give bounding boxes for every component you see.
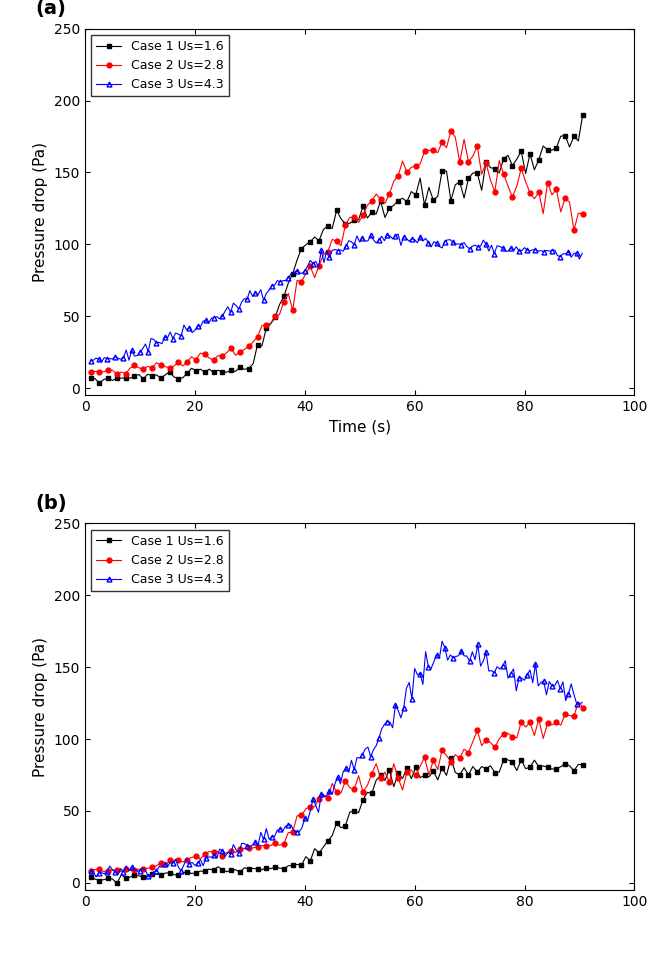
Case 2 Us=2.8 [117, 866, 125, 878]
Text: (a): (a) [35, 0, 67, 18]
Legend: Case 1 Us=1.6, Case 2 Us=2.8, Case 3 Us=4.3: Case 1 Us=1.6, Case 2 Us=2.8, Case 3 Us=… [92, 530, 229, 591]
Case 2 Us=2.8 [249, 842, 257, 854]
Case 3 Us=4.3 [86, 865, 94, 877]
Line: Case 1 Us=1.6: Case 1 Us=1.6 [88, 756, 585, 886]
Case 2 Us=2.8 [104, 865, 112, 877]
Case 1 Us=1.6 [109, 375, 116, 387]
Case 2 Us=2.8 [579, 701, 587, 713]
Case 3 Us=4.3 [578, 248, 586, 259]
Case 1 Us=1.6 [500, 153, 508, 165]
Line: Case 2 Us=2.8: Case 2 Us=2.8 [88, 700, 585, 874]
Case 3 Us=4.3 [529, 677, 537, 688]
Case 2 Us=2.8 [104, 365, 112, 376]
Case 3 Us=4.3 [567, 679, 575, 690]
Line: Case 2 Us=2.8: Case 2 Us=2.8 [88, 129, 585, 377]
Case 1 Us=1.6 [447, 752, 455, 764]
Case 3 Us=4.3 [529, 244, 537, 256]
Case 1 Us=1.6 [86, 372, 94, 384]
Line: Case 3 Us=4.3: Case 3 Us=4.3 [88, 639, 585, 879]
Line: Case 3 Us=4.3: Case 3 Us=4.3 [88, 232, 585, 365]
Case 3 Us=4.3 [95, 867, 103, 879]
Case 2 Us=2.8 [504, 181, 512, 192]
Case 2 Us=2.8 [100, 366, 108, 377]
Case 1 Us=1.6 [249, 862, 257, 874]
Case 2 Us=2.8 [86, 367, 94, 378]
Case 3 Us=4.3 [438, 635, 446, 647]
Case 1 Us=1.6 [553, 764, 560, 775]
Case 2 Us=2.8 [574, 696, 582, 707]
Case 2 Us=2.8 [500, 728, 508, 740]
Y-axis label: Pressure drop (Pa): Pressure drop (Pa) [33, 636, 48, 777]
Case 3 Us=4.3 [145, 871, 152, 882]
Case 3 Us=4.3 [276, 823, 284, 835]
Case 1 Us=1.6 [548, 145, 556, 156]
Case 2 Us=2.8 [113, 368, 121, 380]
Case 1 Us=1.6 [249, 358, 257, 369]
Case 3 Us=4.3 [394, 229, 402, 240]
Case 2 Us=2.8 [553, 184, 560, 195]
X-axis label: Time (s): Time (s) [329, 419, 390, 434]
Case 3 Us=4.3 [567, 252, 575, 263]
Case 2 Us=2.8 [460, 744, 468, 755]
Case 1 Us=1.6 [113, 878, 121, 889]
Y-axis label: Pressure drop (Pa): Pressure drop (Pa) [33, 142, 48, 282]
Case 3 Us=4.3 [95, 354, 103, 366]
Case 1 Us=1.6 [579, 109, 587, 121]
Case 2 Us=2.8 [579, 208, 587, 219]
Case 3 Us=4.3 [147, 872, 155, 883]
Case 1 Us=1.6 [579, 759, 587, 770]
Case 3 Us=4.3 [147, 333, 155, 345]
Line: Case 1 Us=1.6: Case 1 Us=1.6 [88, 112, 585, 386]
Case 1 Us=1.6 [100, 874, 108, 885]
Text: (b): (b) [35, 494, 67, 513]
Case 3 Us=4.3 [276, 276, 284, 287]
Case 2 Us=2.8 [100, 866, 108, 878]
Case 2 Us=2.8 [249, 336, 257, 347]
Case 3 Us=4.3 [191, 324, 199, 336]
Case 2 Us=2.8 [464, 156, 472, 167]
Case 3 Us=4.3 [97, 356, 105, 367]
Case 1 Us=1.6 [95, 377, 103, 389]
Case 1 Us=1.6 [464, 769, 472, 781]
Case 1 Us=1.6 [460, 192, 468, 204]
Case 3 Us=4.3 [578, 697, 586, 708]
Legend: Case 1 Us=1.6, Case 2 Us=2.8, Case 3 Us=4.3: Case 1 Us=1.6, Case 2 Us=2.8, Case 3 Us=… [92, 35, 229, 97]
Case 2 Us=2.8 [86, 865, 94, 877]
Case 2 Us=2.8 [447, 125, 455, 137]
Case 3 Us=4.3 [86, 355, 94, 367]
Case 1 Us=1.6 [104, 873, 112, 884]
Case 2 Us=2.8 [548, 719, 556, 730]
Case 3 Us=4.3 [191, 859, 199, 871]
Case 1 Us=1.6 [86, 872, 94, 883]
Case 1 Us=1.6 [504, 754, 512, 766]
Case 1 Us=1.6 [104, 372, 112, 384]
